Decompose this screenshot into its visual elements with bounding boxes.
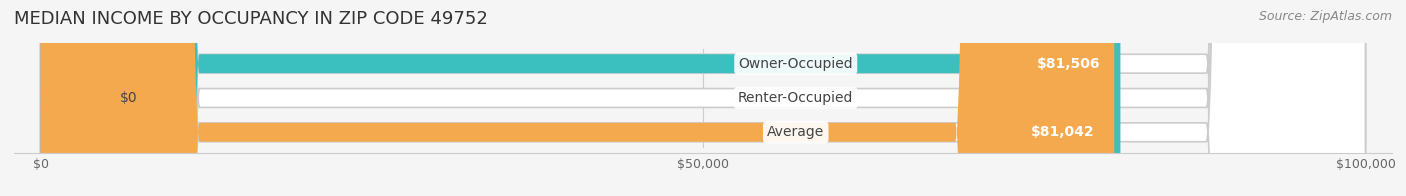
Text: $0: $0 <box>120 91 138 105</box>
Text: Owner-Occupied: Owner-Occupied <box>738 57 853 71</box>
Text: Source: ZipAtlas.com: Source: ZipAtlas.com <box>1258 10 1392 23</box>
Text: Average: Average <box>768 125 824 139</box>
Text: Renter-Occupied: Renter-Occupied <box>738 91 853 105</box>
FancyBboxPatch shape <box>41 0 1365 196</box>
FancyBboxPatch shape <box>41 0 1115 196</box>
FancyBboxPatch shape <box>41 0 80 196</box>
FancyBboxPatch shape <box>41 0 1365 196</box>
FancyBboxPatch shape <box>41 0 1121 196</box>
Text: $81,042: $81,042 <box>1031 125 1094 139</box>
Text: $81,506: $81,506 <box>1038 57 1101 71</box>
Text: MEDIAN INCOME BY OCCUPANCY IN ZIP CODE 49752: MEDIAN INCOME BY OCCUPANCY IN ZIP CODE 4… <box>14 10 488 28</box>
FancyBboxPatch shape <box>41 0 1365 196</box>
